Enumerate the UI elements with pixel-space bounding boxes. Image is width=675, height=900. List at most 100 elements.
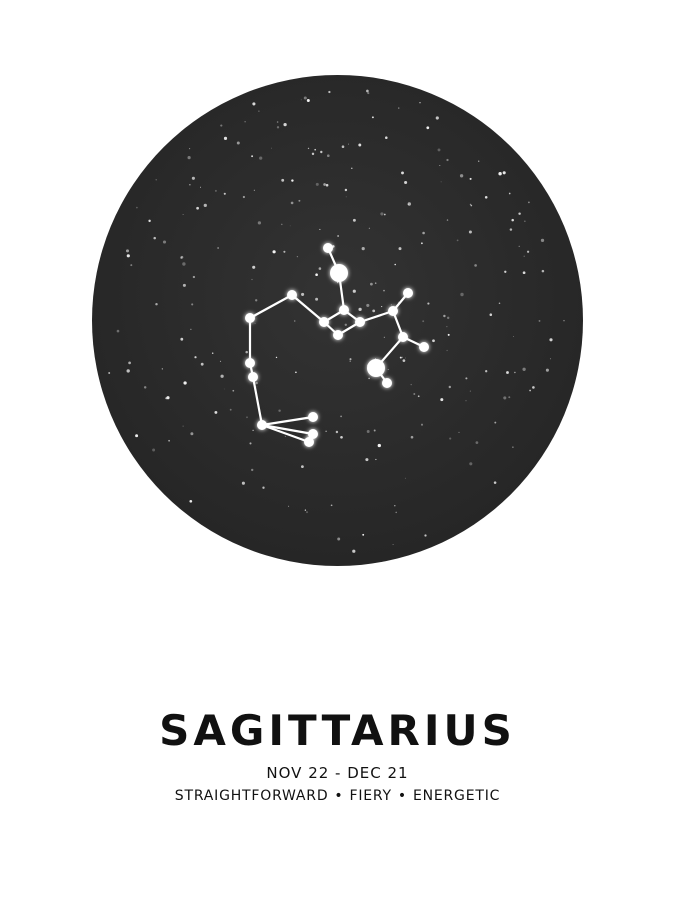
background-star [271, 147, 273, 149]
background-star [522, 271, 526, 275]
background-star [524, 220, 526, 222]
background-star [366, 303, 370, 307]
background-star [518, 212, 521, 215]
background-star [251, 468, 254, 472]
background-star [323, 183, 326, 186]
background-star [504, 270, 507, 273]
background-star [190, 328, 192, 330]
background-star [296, 255, 299, 258]
background-star [192, 275, 196, 279]
background-star [380, 212, 384, 216]
background-star [358, 143, 362, 147]
background-star [370, 282, 373, 286]
background-star [447, 333, 450, 336]
background-star [404, 357, 407, 359]
background-star [295, 371, 297, 374]
background-star [325, 183, 329, 187]
background-star [305, 511, 309, 514]
background-star [320, 150, 323, 154]
background-star [398, 107, 400, 109]
background-star [153, 236, 156, 240]
background-star [469, 203, 472, 206]
constellation-star [355, 317, 365, 327]
background-star [314, 148, 317, 151]
zodiac-sign-title: SAGITTARIUS [159, 706, 516, 755]
background-star [474, 264, 477, 267]
background-star [392, 543, 394, 546]
background-star [348, 143, 349, 145]
background-star [437, 148, 441, 152]
background-star [371, 116, 374, 119]
background-star [410, 383, 412, 386]
constellation-stars [245, 243, 429, 447]
background-star [375, 358, 376, 360]
background-star [422, 231, 425, 235]
background-star [166, 396, 170, 400]
background-star [475, 441, 479, 444]
background-star [514, 371, 516, 374]
background-star [394, 263, 397, 266]
background-star [345, 196, 347, 198]
background-star [401, 356, 403, 358]
constellation-line [251, 375, 264, 427]
background-star [300, 99, 302, 101]
constellation-sky-disc [92, 75, 583, 566]
background-star [374, 282, 377, 284]
background-star [288, 505, 290, 507]
background-star [319, 228, 321, 230]
background-star [255, 299, 258, 302]
background-star [538, 319, 541, 322]
background-star [217, 247, 219, 249]
background-star [352, 289, 356, 293]
background-star [189, 148, 191, 150]
constellation-line [260, 415, 315, 427]
trait-separator: • [334, 788, 344, 804]
constellation-star [382, 378, 392, 388]
background-star [340, 435, 343, 439]
constellation-star [398, 332, 408, 342]
background-star [337, 235, 339, 237]
background-star [407, 202, 411, 206]
constellation-star [403, 288, 413, 298]
background-star [125, 249, 130, 253]
background-star [469, 462, 473, 466]
constellation-star [287, 290, 297, 300]
background-star [523, 255, 525, 257]
background-star [191, 303, 194, 306]
background-star [325, 430, 327, 432]
background-star [189, 184, 191, 186]
background-star [168, 439, 170, 442]
constellation-star [245, 313, 255, 323]
background-star [306, 99, 310, 102]
background-star [419, 102, 421, 104]
background-star [366, 430, 370, 433]
background-star [366, 89, 369, 93]
background-star [311, 152, 315, 156]
background-star-field [108, 89, 565, 553]
constellation-star [304, 437, 314, 447]
background-star [155, 179, 157, 181]
background-star [223, 192, 226, 195]
background-star [420, 423, 424, 426]
background-star [220, 124, 223, 127]
background-star [327, 154, 330, 157]
background-star [532, 386, 535, 389]
background-star [432, 339, 435, 343]
background-star [494, 421, 497, 424]
background-star [194, 356, 197, 359]
background-star [446, 326, 448, 328]
background-star [148, 219, 151, 223]
background-star [545, 368, 549, 372]
background-star [223, 136, 228, 140]
constellation-line [260, 423, 315, 436]
background-star [448, 385, 451, 389]
background-star [362, 533, 365, 536]
background-star [398, 247, 402, 251]
background-star [283, 122, 287, 127]
background-star [443, 314, 446, 318]
constellation-star [245, 358, 255, 368]
background-star [301, 465, 304, 468]
background-star [143, 386, 147, 389]
background-star [426, 126, 430, 130]
background-star [513, 336, 514, 337]
